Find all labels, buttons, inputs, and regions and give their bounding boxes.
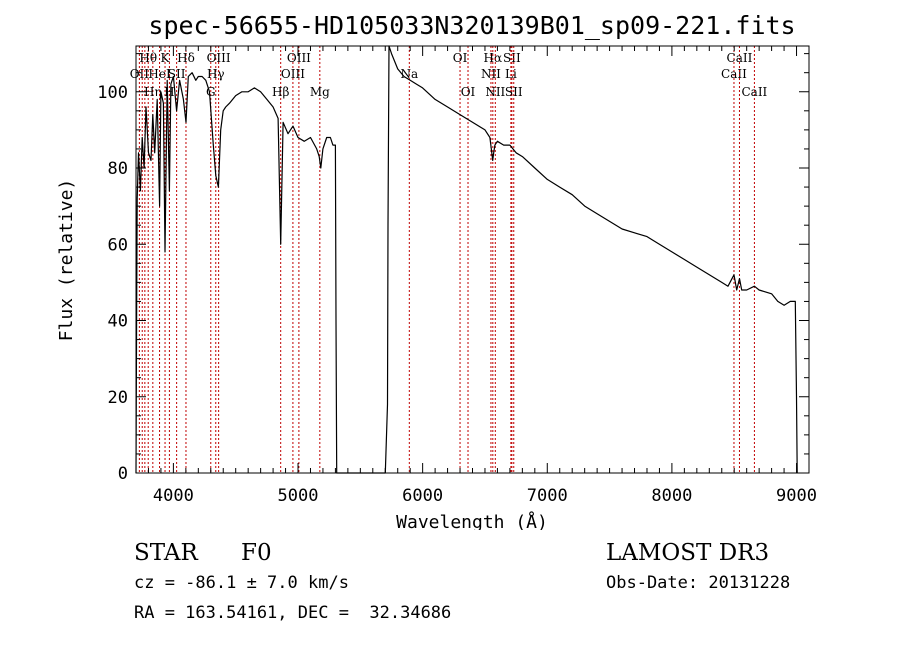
y-tick-label: 20 bbox=[108, 388, 128, 408]
redshift-cz: cz = -86.1 ± 7.0 km/s bbox=[134, 573, 349, 593]
y-tick-label: 0 bbox=[118, 464, 128, 484]
line-label: CaII bbox=[727, 51, 753, 65]
line-label: Hβ bbox=[272, 85, 289, 99]
line-label: Mg bbox=[310, 85, 330, 99]
line-label: SII bbox=[503, 51, 521, 65]
line-label: OIII bbox=[287, 51, 311, 65]
line-label: OI bbox=[461, 85, 476, 99]
line-label: CaII bbox=[741, 85, 767, 99]
survey-name: LAMOST DR3 bbox=[606, 540, 770, 566]
y-axis-label: Flux (relative) bbox=[56, 179, 77, 342]
obs-date: Obs-Date: 20131228 bbox=[606, 573, 791, 593]
line-label: Hη bbox=[144, 85, 162, 99]
x-tick-label: 8000 bbox=[651, 486, 692, 506]
line-label: OII bbox=[130, 67, 150, 81]
line-label: OIII bbox=[281, 67, 305, 81]
coordinates: RA = 163.54161, DEC = 32.34686 bbox=[134, 603, 452, 623]
line-label: OI bbox=[453, 51, 468, 65]
line-label: Li bbox=[505, 67, 517, 81]
object-subclass: F0 bbox=[241, 540, 272, 566]
line-label: H bbox=[164, 85, 174, 99]
line-label: SII bbox=[168, 67, 186, 81]
x-tick-label: 5000 bbox=[278, 486, 319, 506]
x-tick-label: 6000 bbox=[402, 486, 443, 506]
spectrum-chart: spec-56655-HD105033N320139B01_sp09-221.f… bbox=[56, 11, 817, 530]
y-tick-label: 100 bbox=[97, 83, 128, 103]
chart-title: spec-56655-HD105033N320139B01_sp09-221.f… bbox=[148, 11, 795, 40]
line-label: SII bbox=[505, 85, 523, 99]
y-tick-label: 80 bbox=[108, 159, 128, 179]
line-label: Hα bbox=[484, 51, 503, 65]
line-label: Hδ bbox=[177, 51, 195, 65]
x-axis-label: Wavelength (Å) bbox=[396, 511, 548, 530]
line-label: NII bbox=[485, 85, 505, 99]
line-label: Hγ bbox=[207, 67, 225, 81]
line-label: K bbox=[161, 51, 171, 65]
plot-frame bbox=[135, 45, 810, 474]
line-label: CaII bbox=[721, 67, 747, 81]
x-axis-ticks: 4000 5000 6000 7000 8000 9000 bbox=[147, 46, 817, 506]
line-label: Na bbox=[400, 67, 418, 81]
line-label: Hθ bbox=[139, 51, 157, 65]
y-axis-ticks: 0 20 40 60 80 100 bbox=[97, 53, 809, 484]
x-tick-label: 9000 bbox=[776, 486, 817, 506]
spectrum-series-line bbox=[135, 45, 798, 474]
y-tick-label: 60 bbox=[108, 235, 128, 255]
line-label: NII bbox=[481, 67, 501, 81]
object-class: STAR bbox=[134, 540, 198, 566]
spectral-line-markers: OIIHθHηHeIKHSIIHδGHγOIIIHβOIIIOIIIMgNaOI… bbox=[130, 46, 768, 473]
x-tick-label: 7000 bbox=[527, 486, 568, 506]
y-tick-label: 40 bbox=[108, 312, 128, 332]
line-label: G bbox=[206, 85, 216, 99]
x-tick-label: 4000 bbox=[153, 486, 194, 506]
line-label: OIII bbox=[207, 51, 231, 65]
